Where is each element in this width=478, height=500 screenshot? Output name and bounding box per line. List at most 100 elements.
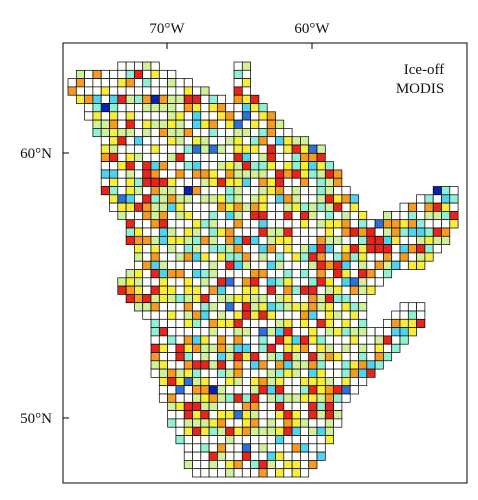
grid-cell (316, 393, 326, 403)
grid-cell (183, 343, 193, 353)
grid-cell (349, 252, 359, 262)
grid-cell (241, 177, 251, 187)
grid-cell (200, 94, 210, 104)
grid-cell (208, 269, 218, 279)
grid-cell (233, 451, 243, 461)
grid-cell (167, 103, 177, 113)
grid-cell (266, 128, 276, 138)
grid-cell (333, 294, 343, 304)
grid-cell (158, 103, 168, 113)
grid-cell (158, 277, 168, 287)
grid-cell (324, 360, 334, 370)
grid-cell (134, 78, 144, 88)
grid-cell (208, 260, 218, 270)
grid-cell (258, 219, 268, 229)
grid-cell (250, 177, 260, 187)
grid-cell (300, 219, 310, 229)
grid-cell (167, 368, 177, 378)
grid-cell (374, 335, 384, 345)
grid-cell (275, 368, 285, 378)
grid-cell (217, 426, 227, 436)
grid-cell (158, 219, 168, 229)
grid-cell (341, 310, 351, 320)
grid-cell (175, 202, 185, 212)
grid-cell (349, 360, 359, 370)
grid-cell (316, 211, 326, 221)
grid-cell (175, 269, 185, 279)
grid-cell (192, 285, 202, 295)
grid-cell (283, 418, 293, 428)
grid-cell (349, 260, 359, 270)
grid-cell (391, 211, 401, 221)
grid-cell (208, 211, 218, 221)
grid-cell (117, 194, 127, 204)
grid-cell (109, 111, 119, 121)
grid-cell (158, 393, 168, 403)
grid-cell (233, 260, 243, 270)
grid-cell (449, 211, 459, 221)
grid-cell (192, 435, 202, 445)
grid-cell (258, 352, 268, 362)
grid-cell (150, 294, 160, 304)
grid-cell (308, 426, 318, 436)
grid-cell (167, 385, 177, 395)
grid-cell (300, 401, 310, 411)
grid-cell (341, 335, 351, 345)
grid-cell (175, 111, 185, 121)
grid-cell (250, 128, 260, 138)
grid-cell (374, 244, 384, 254)
grid-cell (208, 252, 218, 262)
grid-cell (250, 119, 260, 129)
lat-tick-label: 60°N (20, 146, 52, 162)
grid-cell (167, 252, 177, 262)
grid-cell (399, 318, 409, 328)
grid-cell (324, 211, 334, 221)
grid-cell (183, 136, 193, 146)
grid-cell (192, 335, 202, 345)
grid-cell (300, 202, 310, 212)
grid-cell (258, 186, 268, 196)
grid-cell (349, 194, 359, 204)
grid-cell (134, 177, 144, 187)
grid-cell (142, 310, 152, 320)
grid-cell (241, 227, 251, 237)
grid-cell (200, 152, 210, 162)
grid-cell (250, 161, 260, 171)
grid-cell (241, 460, 251, 470)
grid-cell (333, 302, 343, 312)
grid-cell (217, 418, 227, 428)
grid-cell (233, 61, 243, 71)
grid-cell (192, 385, 202, 395)
grid-cell (142, 103, 152, 113)
grid-cell (341, 318, 351, 328)
grid-cell (258, 385, 268, 395)
grid-cell (233, 252, 243, 262)
grid-cell (258, 202, 268, 212)
grid-cell (341, 285, 351, 295)
grid-cell (134, 227, 144, 237)
grid-cell (424, 227, 434, 237)
grid-cell (167, 335, 177, 345)
grid-cell (208, 385, 218, 395)
grid-cell (283, 244, 293, 254)
grid-cell (333, 385, 343, 395)
grid-cell (225, 393, 235, 403)
grid-cell (349, 227, 359, 237)
grid-cell (250, 169, 260, 179)
grid-cell (266, 169, 276, 179)
grid-cell (266, 468, 276, 478)
grid-cell (258, 244, 268, 254)
grid-cell (92, 94, 102, 104)
grid-cell (183, 144, 193, 154)
grid-cell (275, 451, 285, 461)
grid-cell (192, 310, 202, 320)
grid-cell (233, 393, 243, 403)
grid-cell (275, 318, 285, 328)
grid-cell (316, 360, 326, 370)
grid-cell (200, 111, 210, 121)
grid-cell (358, 343, 368, 353)
grid-cell (183, 368, 193, 378)
grid-cell (308, 177, 318, 187)
grid-cell (150, 310, 160, 320)
grid-cell (158, 360, 168, 370)
